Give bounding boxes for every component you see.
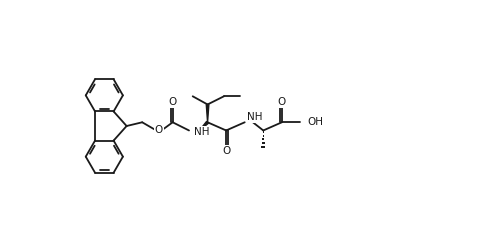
Text: O: O: [155, 125, 163, 135]
Text: OH: OH: [307, 117, 323, 127]
Polygon shape: [199, 121, 209, 131]
Text: O: O: [278, 97, 286, 107]
Text: NH: NH: [246, 112, 262, 122]
Text: O: O: [222, 145, 230, 155]
Text: O: O: [168, 97, 177, 107]
Text: NH: NH: [194, 127, 210, 137]
Polygon shape: [206, 104, 209, 122]
